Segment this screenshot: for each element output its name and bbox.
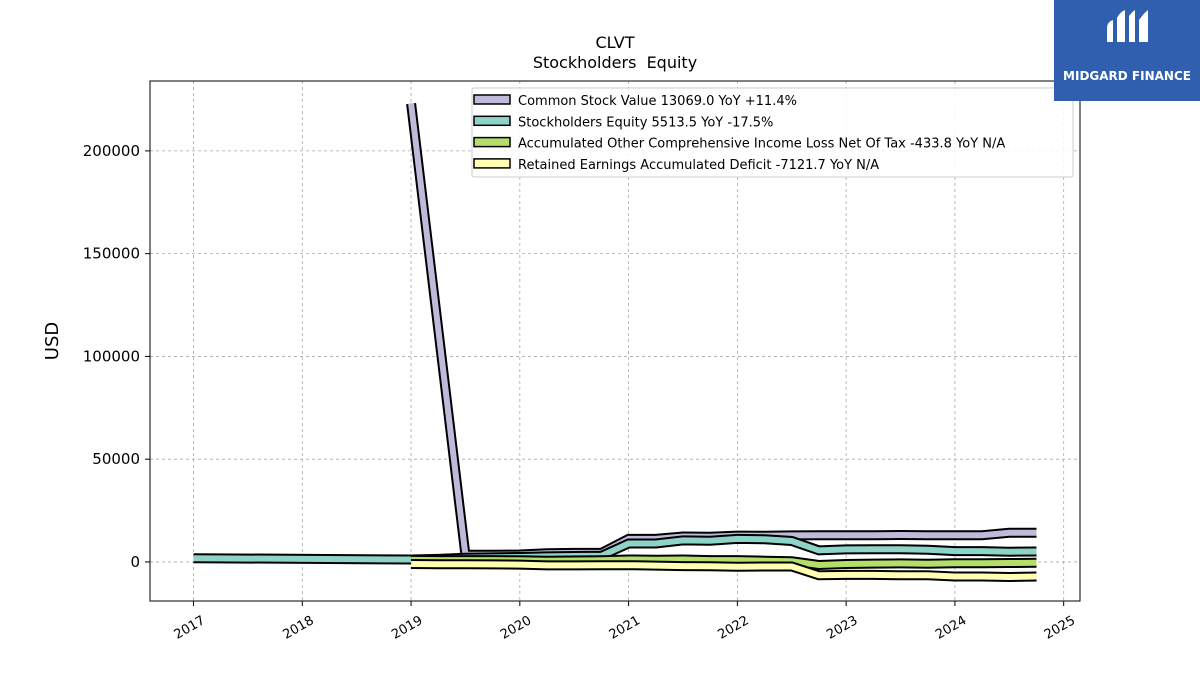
y-tick-label: 100000 [83,347,140,365]
series-layer [193,103,1037,583]
legend-swatch [473,136,511,148]
x-tick-label: 2023 [824,613,860,643]
x-tick-label: 2021 [607,613,643,643]
x-tick-label: 2018 [280,613,316,643]
brand-logo: MIDGARD FINANCE [1054,0,1200,101]
chart-subtitle: Stockholders Equity [533,53,697,72]
x-tick-label: 2024 [933,613,969,643]
legend-label: Accumulated Other Comprehensive Income L… [518,137,1005,152]
logo-text: MIDGARD FINANCE [1063,69,1191,83]
legend-label: Retained Earnings Accumulated Deficit -7… [518,158,879,173]
series-fill [411,561,1037,581]
x-tick-label: 2019 [389,613,425,643]
legend-label: Stockholders Equity 5513.5 YoY -17.5% [518,115,773,130]
legend-swatch [473,158,511,169]
legend: Common Stock Value 13069.0 YoY +11.4% Sto… [471,87,1074,178]
x-tick-label: 2020 [498,613,534,643]
chart-title: CLVT [595,33,634,52]
y-tick-label: 0 [130,553,140,571]
y-tick-label: 200000 [83,142,140,160]
y-axis-label: USD [42,322,63,360]
legend-swatch [473,94,511,105]
midgard-logo-icon [1107,10,1148,42]
x-tick-label: 2017 [172,613,208,643]
legend-label: Common Stock Value 13069.0 YoY +11.4% [518,94,797,109]
y-tick-label: 150000 [83,245,140,263]
x-tick-label: 2025 [1042,613,1078,643]
legend-box [471,87,1074,178]
plot-frame [149,80,1081,602]
y-tick-label: 50000 [92,450,140,468]
legend-swatch [473,115,511,127]
x-tick-label: 2022 [716,613,752,643]
series-line-3 [411,559,1037,583]
